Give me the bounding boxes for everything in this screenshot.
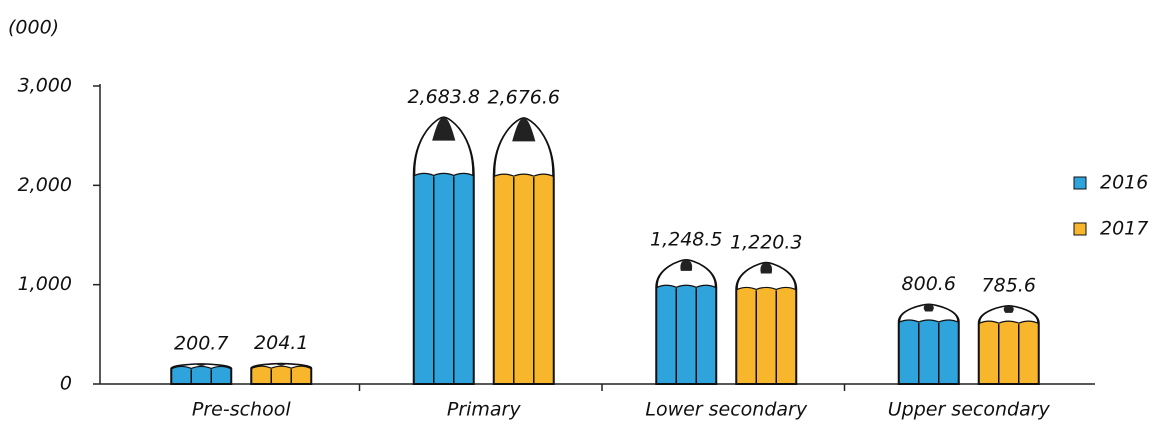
pencil-lead bbox=[923, 304, 934, 312]
x-tick-label: Lower secondary bbox=[645, 399, 808, 421]
value-label: 2,683.8 bbox=[407, 86, 480, 108]
legend-swatch bbox=[1073, 222, 1087, 236]
pencil-wood bbox=[736, 262, 796, 291]
value-label: 200.7 bbox=[174, 333, 228, 355]
y-tick-label: 1,000 bbox=[18, 273, 72, 295]
pencil-wood bbox=[656, 259, 716, 289]
pencil-wood bbox=[979, 305, 1039, 325]
pencil-wood bbox=[899, 303, 959, 323]
x-tick-label: Pre-school bbox=[192, 399, 291, 421]
pencil-lead bbox=[680, 259, 693, 271]
legend-label: 2016 bbox=[1100, 172, 1148, 194]
value-label: 785.6 bbox=[982, 274, 1036, 296]
unit-label: (000) bbox=[8, 17, 59, 39]
value-label: 204.1 bbox=[254, 332, 308, 354]
pencil-lead bbox=[276, 363, 286, 366]
pencil-wood bbox=[414, 116, 474, 177]
value-label: 2,676.6 bbox=[487, 87, 560, 109]
value-label: 800.6 bbox=[902, 273, 956, 295]
pencil-wood bbox=[494, 117, 554, 178]
legend-label: 2017 bbox=[1100, 218, 1148, 240]
pencil-lead bbox=[760, 262, 773, 274]
pencil-lead bbox=[1003, 305, 1014, 313]
pencil-lead bbox=[196, 364, 206, 366]
x-tick-label: Upper secondary bbox=[888, 399, 1051, 421]
value-label: 1,248.5 bbox=[650, 228, 723, 250]
y-tick-label: 0 bbox=[60, 373, 72, 395]
pencil-wood bbox=[171, 363, 231, 370]
value-label: 1,220.3 bbox=[730, 231, 803, 253]
y-tick-label: 2,000 bbox=[18, 174, 72, 196]
pencil-lead bbox=[512, 118, 536, 142]
pencil-wood bbox=[251, 363, 311, 370]
legend-swatch bbox=[1073, 176, 1087, 190]
x-tick-label: Primary bbox=[447, 399, 522, 421]
pencil-lead bbox=[432, 117, 456, 141]
y-tick-label: 3,000 bbox=[18, 75, 72, 97]
